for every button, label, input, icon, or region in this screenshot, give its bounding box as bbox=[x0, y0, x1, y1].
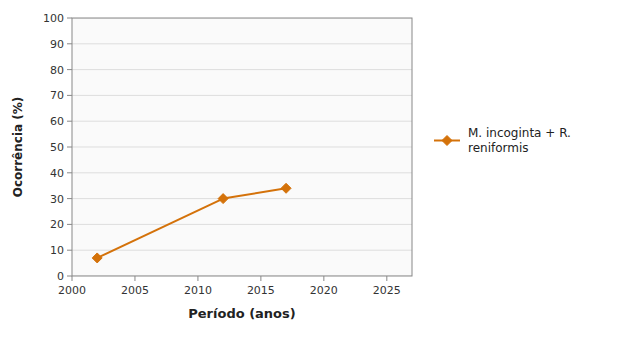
legend: M. incoginta + R.reniformis bbox=[434, 126, 571, 155]
grid-line-y bbox=[72, 147, 412, 148]
y-axis-label: Ocorrência (%) bbox=[11, 97, 25, 198]
x-tick-label: 2020 bbox=[310, 284, 338, 297]
x-tick bbox=[386, 276, 387, 281]
y-tick-label: 100 bbox=[43, 12, 64, 25]
chart-svg: 2000 2005 2010 2015 2020 2025 0 10 20 30 40 50 60 70 8… bbox=[0, 0, 618, 344]
x-axis: 2000 2005 2010 2015 2020 2025 bbox=[58, 276, 401, 297]
y-tick bbox=[67, 276, 72, 277]
series-marker bbox=[218, 194, 228, 204]
grid-line-y bbox=[72, 95, 412, 96]
legend-label: M. incoginta + R.reniformis bbox=[468, 126, 571, 155]
y-tick bbox=[67, 69, 72, 70]
grid-line-y bbox=[72, 224, 412, 225]
grid-line-y bbox=[72, 250, 412, 251]
y-tick-label: 70 bbox=[50, 89, 64, 102]
series-marker bbox=[281, 183, 291, 193]
y-tick bbox=[67, 147, 72, 148]
x-tick bbox=[72, 276, 73, 281]
y-tick-label: 50 bbox=[50, 141, 64, 154]
legend-label-line: reniformis bbox=[468, 141, 529, 155]
y-tick bbox=[67, 95, 72, 96]
y-tick bbox=[67, 198, 72, 199]
x-tick bbox=[260, 276, 261, 281]
series-marker bbox=[92, 253, 102, 263]
grid-line-y bbox=[72, 69, 412, 70]
x-tick-label: 2010 bbox=[184, 284, 212, 297]
plot-background bbox=[72, 18, 412, 276]
series-line bbox=[97, 188, 286, 258]
y-tick-label: 30 bbox=[50, 193, 64, 206]
y-tick bbox=[67, 43, 72, 44]
legend-marker bbox=[442, 136, 452, 146]
x-tick bbox=[197, 276, 198, 281]
legend-label-line: M. incoginta + R. bbox=[468, 126, 571, 140]
grid-line-y bbox=[72, 172, 412, 173]
y-tick bbox=[67, 172, 72, 173]
y-tick-label: 0 bbox=[57, 270, 64, 283]
x-tick-label: 2005 bbox=[121, 284, 149, 297]
y-tick bbox=[67, 250, 72, 251]
y-tick-label: 40 bbox=[50, 167, 64, 180]
grid-line-y bbox=[72, 121, 412, 122]
y-tick-label: 20 bbox=[50, 218, 64, 231]
x-tick bbox=[134, 276, 135, 281]
y-tick-label: 90 bbox=[50, 38, 64, 51]
grid bbox=[72, 18, 412, 276]
y-tick-label: 80 bbox=[50, 64, 64, 77]
y-axis: 0 10 20 30 40 50 60 70 80 90 100 bbox=[43, 12, 72, 283]
chart-container: 2000 2005 2010 2015 2020 2025 0 10 20 30 40 50 60 70 8… bbox=[0, 0, 618, 344]
y-tick bbox=[67, 121, 72, 122]
x-tick-label: 2000 bbox=[58, 284, 86, 297]
x-axis-label: Período (anos) bbox=[188, 306, 296, 321]
y-tick bbox=[67, 18, 72, 19]
y-tick bbox=[67, 224, 72, 225]
y-tick-label: 60 bbox=[50, 115, 64, 128]
x-tick-label: 2025 bbox=[373, 284, 401, 297]
plot-frame bbox=[72, 18, 412, 276]
x-tick-label: 2015 bbox=[247, 284, 275, 297]
marks bbox=[92, 183, 291, 263]
grid-line-y bbox=[72, 43, 412, 44]
x-tick bbox=[323, 276, 324, 281]
y-tick-label: 10 bbox=[50, 244, 64, 257]
grid-line-y bbox=[72, 198, 412, 199]
